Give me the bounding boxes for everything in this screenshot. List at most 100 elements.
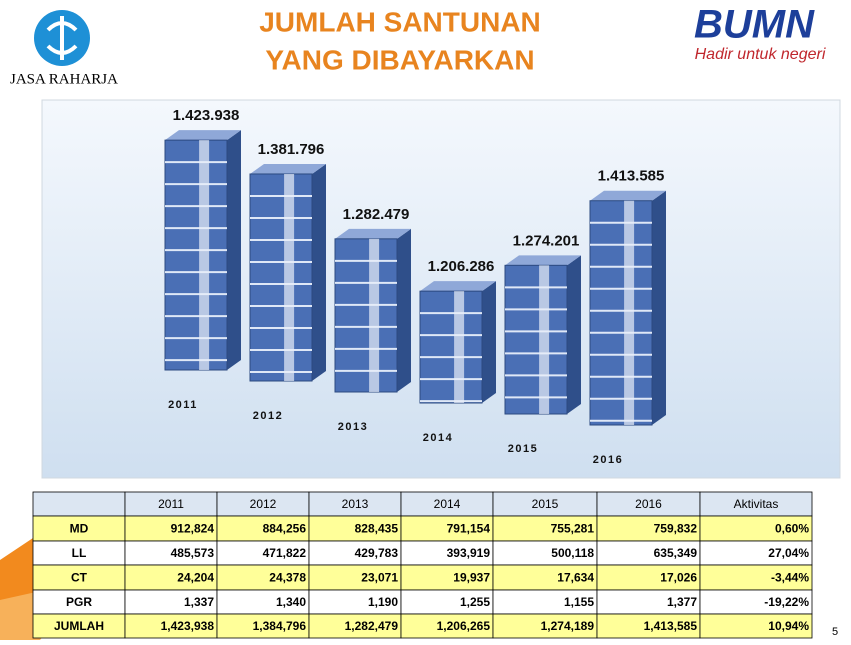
table-text: 471,822 bbox=[263, 546, 307, 560]
table-cell bbox=[596, 564, 701, 591]
title: YANG DIBAYARKAN bbox=[265, 44, 534, 75]
table-cell bbox=[216, 491, 310, 517]
table-cell bbox=[32, 589, 126, 615]
table-cell bbox=[400, 540, 494, 566]
table-text: 23,071 bbox=[361, 571, 398, 585]
x-tick-label: 2016 bbox=[593, 454, 623, 466]
bar-side bbox=[397, 228, 411, 392]
bar-top bbox=[505, 255, 581, 266]
table-cell bbox=[124, 540, 218, 566]
table-text: 1,423,938 bbox=[161, 619, 215, 633]
table-text: 17,026 bbox=[660, 571, 697, 585]
table-text: 0,60% bbox=[775, 522, 809, 536]
bar bbox=[164, 139, 228, 371]
table-text: 912,824 bbox=[171, 522, 215, 536]
table-text: CT bbox=[71, 571, 88, 585]
table-cell bbox=[699, 589, 813, 615]
table-cell bbox=[596, 589, 701, 615]
table-text: 791,154 bbox=[447, 522, 491, 536]
table-cell bbox=[124, 613, 218, 639]
table-text: 1,337 bbox=[184, 595, 214, 609]
table-header: 2013 bbox=[342, 497, 369, 511]
table-cell bbox=[400, 589, 494, 615]
bar bbox=[589, 200, 653, 426]
x-tick-label: 2011 bbox=[168, 399, 198, 411]
table-cell bbox=[699, 515, 813, 542]
bumn-tagline: Hadir untuk negeri bbox=[695, 46, 826, 63]
page-number: 5 bbox=[832, 626, 838, 638]
table-header: Aktivitas bbox=[734, 497, 779, 511]
table-cell bbox=[596, 540, 701, 566]
title: JUMLAH SANTUNAN bbox=[259, 6, 541, 37]
table-text: 485,573 bbox=[171, 546, 215, 560]
table-cell bbox=[216, 613, 310, 639]
table-text: MD bbox=[70, 522, 89, 536]
logo-text: JASA RAHARJA bbox=[10, 71, 118, 87]
table-text: -19,22% bbox=[764, 595, 809, 609]
table-text: 635,349 bbox=[654, 546, 698, 560]
table-text: 24,378 bbox=[269, 571, 306, 585]
table-header: 2012 bbox=[250, 497, 277, 511]
table-text: 1,255 bbox=[460, 595, 490, 609]
table-text: 884,256 bbox=[263, 522, 307, 536]
data-label: 1.381.796 bbox=[258, 141, 325, 158]
bar-top bbox=[250, 163, 326, 174]
x-tick-label: 2015 bbox=[508, 443, 538, 455]
table-text: JUMLAH bbox=[54, 619, 104, 633]
table-header: 2011 bbox=[158, 497, 184, 511]
bar-side bbox=[227, 130, 241, 370]
data-label: 1.413.585 bbox=[598, 168, 665, 185]
table-text: 1,377 bbox=[667, 595, 697, 609]
table-cell bbox=[308, 515, 402, 542]
table-text: 1,206,265 bbox=[437, 619, 491, 633]
table-text: 429,783 bbox=[355, 546, 399, 560]
bar-top bbox=[590, 190, 666, 201]
bumn-logo: BUMN bbox=[694, 3, 815, 47]
bar-side bbox=[312, 163, 326, 381]
x-tick-label: 2014 bbox=[423, 432, 453, 444]
bar-side bbox=[567, 255, 581, 414]
table-header: 2014 bbox=[434, 497, 461, 511]
bar-top bbox=[335, 228, 411, 239]
table-cell bbox=[308, 540, 402, 566]
bar bbox=[249, 173, 313, 382]
table-text: 1,274,189 bbox=[541, 619, 595, 633]
data-label: 1.206.286 bbox=[428, 258, 495, 275]
table-header: 2015 bbox=[532, 497, 559, 511]
table-cell bbox=[124, 564, 218, 591]
bar-side bbox=[482, 281, 496, 403]
table-text: 24,204 bbox=[177, 571, 214, 585]
bar bbox=[334, 238, 398, 393]
bar-band bbox=[539, 265, 550, 414]
table-text: 19,937 bbox=[453, 571, 490, 585]
table-header: 2016 bbox=[635, 497, 662, 511]
bar-top bbox=[420, 281, 496, 292]
table-text: 500,118 bbox=[551, 546, 594, 560]
bar-band bbox=[199, 140, 210, 370]
table-text: 828,435 bbox=[355, 522, 399, 536]
table-cell bbox=[216, 564, 310, 591]
bar bbox=[504, 264, 568, 415]
bar-band bbox=[284, 173, 295, 381]
table-cell bbox=[308, 613, 402, 639]
table-cell bbox=[699, 613, 813, 639]
table-text: 1,155 bbox=[564, 595, 594, 609]
bar bbox=[419, 290, 483, 404]
table-text: PGR bbox=[66, 595, 92, 609]
table-cell bbox=[400, 613, 494, 639]
logo-mark bbox=[46, 16, 78, 60]
table-text: 1,190 bbox=[368, 595, 398, 609]
table-text: 1,340 bbox=[276, 595, 306, 609]
bar-band bbox=[624, 200, 635, 425]
table-text: 393,919 bbox=[447, 546, 491, 560]
table-cell bbox=[400, 564, 494, 591]
table-cell bbox=[32, 491, 126, 517]
table-text: -3,44% bbox=[771, 571, 809, 585]
table-cell bbox=[492, 515, 598, 542]
table-cell bbox=[400, 491, 494, 517]
table-cell bbox=[308, 589, 402, 615]
table-text: 755,281 bbox=[551, 522, 595, 536]
data-label: 1.274.201 bbox=[513, 232, 580, 249]
table-text: LL bbox=[72, 546, 87, 560]
bar-band bbox=[369, 238, 380, 392]
